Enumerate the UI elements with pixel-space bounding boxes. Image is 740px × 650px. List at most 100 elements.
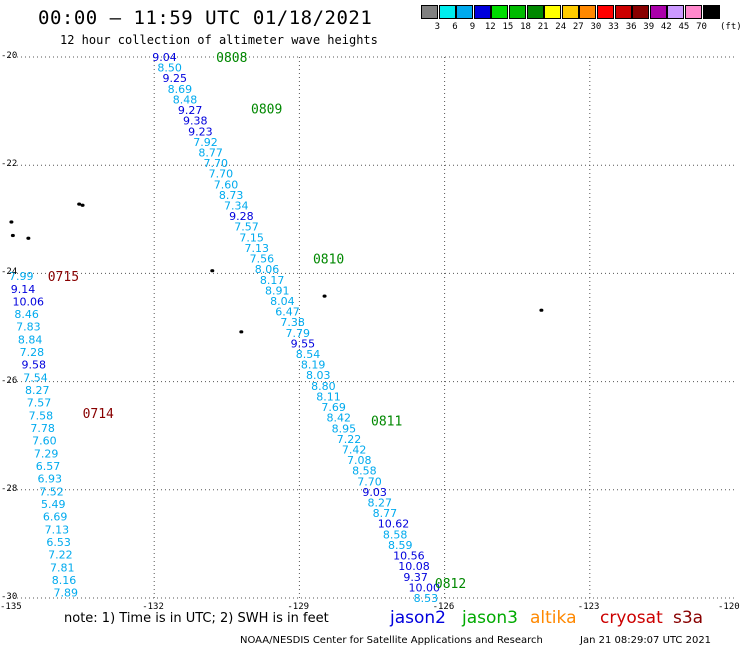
legend-color-swatch bbox=[702, 5, 720, 19]
wave-height-label: 6.69 bbox=[43, 511, 68, 524]
wave-height-label: 6.47 bbox=[275, 306, 300, 319]
wave-height-label: 7.60 bbox=[32, 435, 57, 448]
wave-height-label: 10.56 bbox=[393, 550, 425, 563]
wave-height-label: 7.79 bbox=[286, 327, 311, 340]
footer-note: note: 1) Time is in UTC; 2) SWH is in fe… bbox=[64, 611, 329, 626]
wave-height-label: 10.62 bbox=[378, 518, 410, 531]
legend-color-swatch bbox=[491, 5, 509, 19]
wave-height-label: 8.80 bbox=[311, 380, 336, 393]
latitude-tick-label: -24 bbox=[1, 267, 18, 278]
wave-height-label: 7.92 bbox=[193, 136, 218, 149]
wave-height-label: 7.28 bbox=[20, 346, 45, 359]
wave-height-label: 8.16 bbox=[52, 574, 77, 587]
wave-height-label: 7.15 bbox=[239, 231, 264, 244]
wave-height-label: 7.38 bbox=[280, 316, 305, 329]
page-subtitle: 12 hour collection of altimeter wave hei… bbox=[60, 33, 378, 47]
legend-color-swatch bbox=[526, 5, 544, 19]
island-shape bbox=[10, 233, 15, 238]
legend-value-label: 6 bbox=[452, 22, 458, 32]
longitude-tick-label: -129 bbox=[287, 602, 310, 612]
time-marker-label: 0808 bbox=[216, 51, 247, 66]
time-marker-label: 0810 bbox=[313, 252, 344, 267]
wave-height-label: 8.46 bbox=[14, 308, 39, 321]
lat-lon-grid bbox=[9, 56, 735, 599]
wave-height-label: 7.78 bbox=[30, 422, 55, 435]
legend-value-label: 3 bbox=[434, 22, 441, 32]
wave-height-label: 7.99 bbox=[9, 270, 34, 283]
legend-color-swatch bbox=[509, 5, 526, 19]
wave-height-label: 8.50 bbox=[157, 62, 182, 75]
wave-height-label: 8.53 bbox=[414, 592, 439, 605]
wave-height-label: 8.04 bbox=[270, 295, 295, 308]
satellite-name-cryosat: cryosat bbox=[600, 608, 663, 628]
wave-height-label: 7.42 bbox=[342, 443, 367, 456]
wave-height-label: 9.23 bbox=[188, 125, 213, 138]
wave-height-label: 8.69 bbox=[168, 83, 193, 96]
legend-value-label: 24 bbox=[555, 22, 567, 32]
wave-height-label: 9.03 bbox=[362, 486, 387, 499]
wave-height-label: 9.27 bbox=[178, 104, 203, 117]
legend-color-swatch bbox=[473, 5, 491, 19]
wave-height-label: 8.73 bbox=[219, 189, 244, 202]
wave-height-label: 8.06 bbox=[255, 263, 280, 276]
wave-height-label: 8.84 bbox=[18, 333, 43, 346]
wave-height-label: 8.03 bbox=[306, 369, 331, 382]
wave-height-label: 7.13 bbox=[245, 242, 270, 255]
wave-height-label: 8.48 bbox=[173, 93, 198, 106]
legend-color-swatch bbox=[597, 5, 614, 19]
wave-height-label: 8.42 bbox=[327, 412, 352, 425]
longitude-tick-label: -120 bbox=[718, 602, 740, 612]
footer-credit: NOAA/NESDIS Center for Satellite Applica… bbox=[240, 635, 543, 646]
wave-height-label: 9.25 bbox=[163, 72, 188, 85]
wave-height-label: 7.52 bbox=[39, 485, 64, 498]
legend-color-swatch bbox=[579, 5, 597, 19]
wave-height-label: 9.14 bbox=[11, 283, 36, 296]
island-shape bbox=[9, 220, 14, 224]
legend-value-label: 9 bbox=[469, 22, 476, 32]
footer-timestamp: Jan 21 08:29:07 UTC 2021 bbox=[580, 635, 712, 646]
legend-value-label: 33 bbox=[608, 22, 619, 32]
legend-value-label: 21 bbox=[537, 22, 549, 32]
longitude-tick-label: -126 bbox=[432, 602, 455, 612]
wave-height-label: 8.91 bbox=[265, 284, 290, 297]
legend-unit-label: (ft) bbox=[720, 22, 740, 32]
island-shape bbox=[539, 308, 544, 312]
wave-height-label: 7.29 bbox=[34, 447, 59, 460]
island-outlines bbox=[9, 202, 544, 334]
wave-height-label: 9.37 bbox=[403, 571, 428, 584]
wave-height-label: 8.17 bbox=[260, 274, 285, 287]
legend-value-label: 45 bbox=[678, 22, 690, 32]
legend-color-swatch bbox=[561, 5, 579, 19]
longitude-tick-label: -135 bbox=[0, 602, 22, 612]
wave-height-label: 9.04 bbox=[152, 51, 177, 64]
wave-height-label: 7.22 bbox=[48, 549, 73, 562]
page-title: 00:00 – 11:59 UTC 01/18/2021 bbox=[38, 7, 373, 29]
wave-height-label: 7.60 bbox=[214, 178, 239, 191]
island-shape bbox=[322, 294, 327, 298]
wave-height-label: 7.56 bbox=[250, 253, 275, 266]
longitude-tick-label: -132 bbox=[142, 602, 164, 612]
wave-height-label: 7.69 bbox=[321, 401, 346, 414]
wave-height-label: 6.93 bbox=[37, 473, 62, 486]
wave-height-label: 7.08 bbox=[347, 454, 372, 467]
legend-value-label: 36 bbox=[625, 22, 637, 32]
wave-height-tracks: 9.048.509.258.698.489.279.389.237.928.77… bbox=[9, 51, 440, 605]
wave-height-label: 7.13 bbox=[45, 523, 70, 536]
wave-height-label: 7.70 bbox=[357, 475, 382, 488]
legend-color-swatch bbox=[667, 5, 685, 19]
legend-color-swatch bbox=[544, 5, 562, 19]
legend-value-label: 39 bbox=[643, 22, 655, 32]
longitude-tick-label: -123 bbox=[577, 602, 600, 612]
time-markers: 0808 0809 0810 0811 0812 0715 0714 bbox=[48, 51, 467, 592]
wave-height-label: 7.89 bbox=[54, 587, 79, 600]
wave-height-label: 9.55 bbox=[291, 337, 316, 350]
wave-height-label: 7.22 bbox=[337, 433, 362, 446]
latitude-tick-label: -30 bbox=[1, 592, 18, 602]
wave-height-label: 7.34 bbox=[224, 200, 249, 213]
latitude-tick-label: -28 bbox=[1, 483, 18, 494]
wave-height-label: 8.59 bbox=[388, 539, 413, 552]
wave-height-label: 8.27 bbox=[25, 384, 50, 397]
wave-height-label: 9.28 bbox=[229, 210, 254, 223]
wave-height-label: 10.06 bbox=[13, 295, 45, 308]
time-marker-label: 0812 bbox=[435, 577, 466, 592]
